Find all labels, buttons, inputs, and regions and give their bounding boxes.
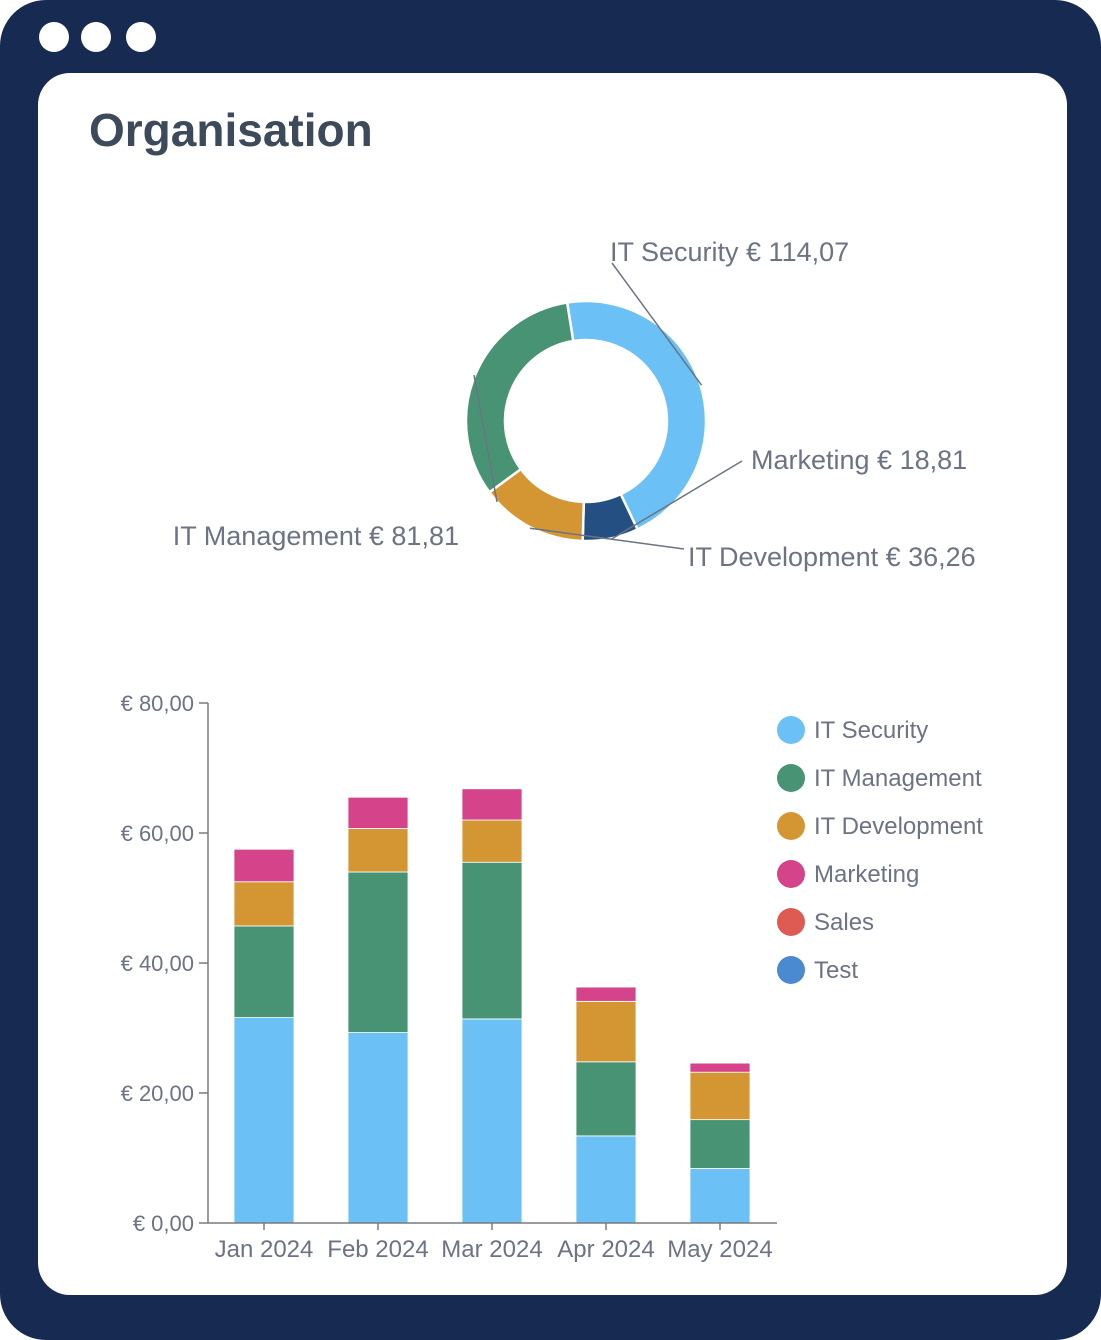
bar-jan-2024-it-management [233,925,295,1019]
bar-may-2024-it-development [689,1071,751,1121]
legend-label-it-development: IT Development [814,813,983,840]
legend-label-test: Test [814,957,858,984]
bar-mar-2024-it-security [461,1018,523,1224]
bar-feb-2024-it-security [347,1032,409,1224]
donut-slice-it-security [565,299,708,532]
content-panel: Organisation [38,73,1067,1295]
bar-apr-2024-it-management [575,1061,637,1137]
donut-label-it-management: IT Management € 81,81 [173,521,459,551]
donut-leader-marketing [610,460,743,541]
window-dot-3[interactable] [126,22,156,52]
legend-swatch-it-security [777,716,805,744]
bar-may-2024-marketing [689,1062,751,1073]
bar-mar-2024-it-management [461,861,523,1020]
legend-swatch-marketing [777,860,805,888]
x-tick-label-may-2024: May 2024 [667,1236,772,1263]
bar-chart-legend: IT Security IT Management IT Development Ma… [777,716,983,984]
y-tick-label-80: € 80,00 [121,691,194,716]
y-tick-label-60: € 60,00 [121,821,194,846]
x-tick-label-feb-2024: Feb 2024 [327,1236,428,1263]
legend-swatch-test [777,956,805,984]
legend-label-it-security: IT Security [814,717,928,744]
donut-slice-it-management [464,301,575,494]
bar-apr-2024-marketing [575,986,637,1002]
window-dot-1[interactable] [39,22,69,52]
bar-mar-2024-marketing [461,788,523,821]
legend-swatch-sales [777,908,805,936]
legend-label-it-management: IT Management [814,765,982,792]
bar-feb-2024-it-development [347,828,409,873]
window-dot-2[interactable] [81,22,111,52]
donut-leader-it-security [611,262,703,386]
x-tick-label-apr-2024: Apr 2024 [557,1236,654,1263]
y-tick-label-0: € 0,00 [133,1211,194,1236]
x-tick-label-mar-2024: Mar 2024 [441,1236,542,1263]
donut-label-it-development: IT Development € 36,26 [688,542,976,572]
legend-swatch-it-management [777,764,805,792]
bar-mar-2024-it-development [461,819,523,863]
legend-label-marketing: Marketing [814,861,919,888]
donut-leader-it-development [529,527,685,550]
donut-leader-it-management [473,375,498,503]
bar-feb-2024-marketing [347,796,409,829]
y-tick-label-40: € 40,00 [121,951,194,976]
page-title: Organisation [89,104,373,156]
donut-label-marketing: Marketing € 18,81 [751,445,967,475]
x-tick-label-jan-2024: Jan 2024 [215,1236,314,1263]
donut-chart: IT Security € 114,07 Marketing € 18,81 IT … [173,237,976,572]
legend-swatch-it-development [777,812,805,840]
donut-label-it-security: IT Security € 114,07 [610,237,849,267]
bar-may-2024-it-management [689,1119,751,1169]
y-tick-label-20: € 20,00 [121,1081,194,1106]
legend-label-sales: Sales [814,909,874,936]
bar-may-2024-it-security [689,1168,751,1224]
bar-apr-2024-it-security [575,1135,637,1224]
bar-jan-2024-it-security [233,1017,295,1224]
bar-jan-2024-marketing [233,848,295,883]
bar-jan-2024-it-development [233,881,295,927]
bar-apr-2024-it-development [575,1000,637,1063]
bar-feb-2024-it-management [347,871,409,1033]
stacked-bar-chart: Jan 2024 Feb 2024 Mar 2024 Apr 2024 May 2024… [121,691,777,1263]
